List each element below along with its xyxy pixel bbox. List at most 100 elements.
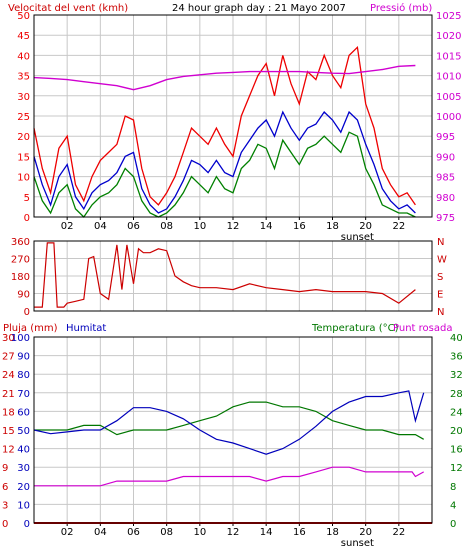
compass-label: S (437, 272, 443, 283)
compass-label: W (437, 255, 447, 266)
dewpoint-line (34, 466, 424, 487)
direction-y-tick-label: 360 (11, 237, 30, 248)
x-tick-label: 08 (160, 221, 173, 232)
wind-y-tick-label: 30 (17, 92, 30, 103)
humidity-y-tick-label: 70 (17, 389, 30, 400)
humidity-y-tick-label: 10 (17, 500, 30, 511)
temperature-axis-title: Temperatura (°C) (311, 323, 399, 334)
x-tick-label: 06 (127, 221, 140, 232)
humidity-y-tick-label: 20 (17, 482, 30, 493)
pressure-axis-title: Pressió (mb) (370, 2, 432, 14)
wind-green-line (33, 131, 416, 219)
direction-plot-frame (33, 240, 433, 312)
x-tick-label: 16 (293, 527, 306, 538)
humidity-y-tick-label: 0 (24, 519, 30, 530)
pressure-y-tick-label: 1000 (436, 112, 461, 123)
temperature-y-tick-label: 40 (450, 333, 463, 344)
wind-y-tick-label: 15 (17, 152, 30, 163)
pressure-y-tick-label: 1020 (436, 31, 461, 42)
wind-y-tick-label: 40 (17, 51, 30, 62)
wind-axis-title: Velocitat del vent (kmh) (8, 3, 128, 14)
wind-direction-line (34, 242, 416, 308)
x-tick-label: 10 (193, 527, 206, 538)
x-tick-label: 04 (94, 527, 107, 538)
rain-y-tick-label: 15 (2, 426, 15, 437)
x-tick-label: 04 (94, 221, 107, 232)
wind-y-tick-label: 0 (24, 213, 30, 224)
temperature-y-tick-label: 8 (450, 482, 456, 493)
x-tick-label: 06 (127, 527, 140, 538)
x-tick-label: 16 (293, 221, 306, 232)
compass-label: N (437, 307, 444, 318)
rain-y-tick-label: 0 (2, 519, 8, 530)
rain-y-tick-label: 6 (2, 482, 8, 493)
x-tick-label: 10 (193, 221, 206, 232)
rain-y-tick-label: 12 (2, 445, 15, 456)
x-tick-label: 12 (227, 527, 240, 538)
humidity-axis-title: Humitat (66, 323, 106, 334)
pressure-y-tick-label: 1015 (436, 51, 461, 62)
pressure-y-tick-label: 980 (436, 193, 455, 204)
x-tick-label: 20 (359, 221, 372, 232)
humidity-y-tick-label: 100 (11, 333, 30, 344)
rain-y-tick-label: 21 (2, 389, 15, 400)
rain-y-tick-label: 3 (2, 500, 8, 511)
temperature-y-tick-label: 36 (450, 352, 463, 363)
temperature-y-tick-label: 24 (450, 407, 463, 418)
compass-label: N (437, 237, 444, 248)
humidity-line (33, 390, 425, 455)
wind-y-tick-label: 25 (17, 112, 30, 123)
temperature-y-tick-label: 28 (450, 389, 463, 400)
x-tick-label: 02 (61, 527, 74, 538)
rain-axis-title: Pluja (mm) (3, 323, 58, 334)
dewpoint-axis-title: Punt rosada (393, 323, 452, 334)
humidity-y-tick-label: 90 (17, 352, 30, 363)
x-tick-label: 14 (260, 527, 273, 538)
sunset-label: sunset (341, 232, 374, 243)
x-tick-label: 22 (392, 221, 405, 232)
compass-label: E (437, 290, 443, 301)
wind-y-tick-label: 10 (17, 173, 30, 184)
pressure-y-tick-label: 975 (436, 213, 455, 224)
pressure-line (33, 64, 416, 91)
rain-y-tick-label: 24 (2, 370, 15, 381)
wind-y-tick-label: 20 (17, 132, 30, 143)
humidity-y-tick-label: 50 (17, 426, 30, 437)
rain-y-tick-label: 18 (2, 407, 15, 418)
pressure-y-tick-label: 1025 (436, 11, 461, 22)
rain-y-tick-label: 27 (2, 352, 15, 363)
pressure-y-tick-label: 990 (436, 152, 455, 163)
pressure-y-tick-label: 995 (436, 132, 455, 143)
rain-y-tick-label: 30 (2, 333, 15, 344)
humidity-y-tick-label: 60 (17, 407, 30, 418)
humidity-y-tick-label: 80 (17, 370, 30, 381)
wind-plot-frame (33, 14, 433, 218)
sunset-label: sunset (341, 538, 374, 549)
x-tick-label: 02 (61, 221, 74, 232)
humidity-y-tick-label: 40 (17, 445, 30, 456)
direction-y-tick-label: 0 (24, 307, 30, 318)
x-tick-label: 22 (392, 527, 405, 538)
rain-y-tick-label: 9 (2, 463, 8, 474)
humidity-y-tick-label: 30 (17, 463, 30, 474)
x-tick-label: 18 (326, 221, 339, 232)
direction-y-tick-label: 180 (11, 272, 30, 283)
temperature-line (34, 401, 424, 440)
direction-y-tick-label: 270 (11, 255, 30, 266)
pressure-y-tick-label: 985 (436, 173, 455, 184)
wind-y-tick-label: 35 (17, 72, 30, 83)
temperature-y-tick-label: 4 (450, 500, 456, 511)
temperature-y-tick-label: 16 (450, 445, 463, 456)
wind-gust-line (33, 45, 416, 206)
x-tick-label: 08 (160, 527, 173, 538)
wind-y-tick-label: 45 (17, 31, 30, 42)
temperature-y-tick-label: 12 (450, 463, 463, 474)
temperature-y-tick-label: 20 (450, 426, 463, 437)
wind-y-tick-label: 5 (24, 193, 30, 204)
x-tick-label: 20 (359, 527, 372, 538)
temperature-y-tick-label: 0 (450, 519, 456, 530)
pressure-y-tick-label: 1005 (436, 92, 461, 103)
x-tick-label: 18 (326, 527, 339, 538)
